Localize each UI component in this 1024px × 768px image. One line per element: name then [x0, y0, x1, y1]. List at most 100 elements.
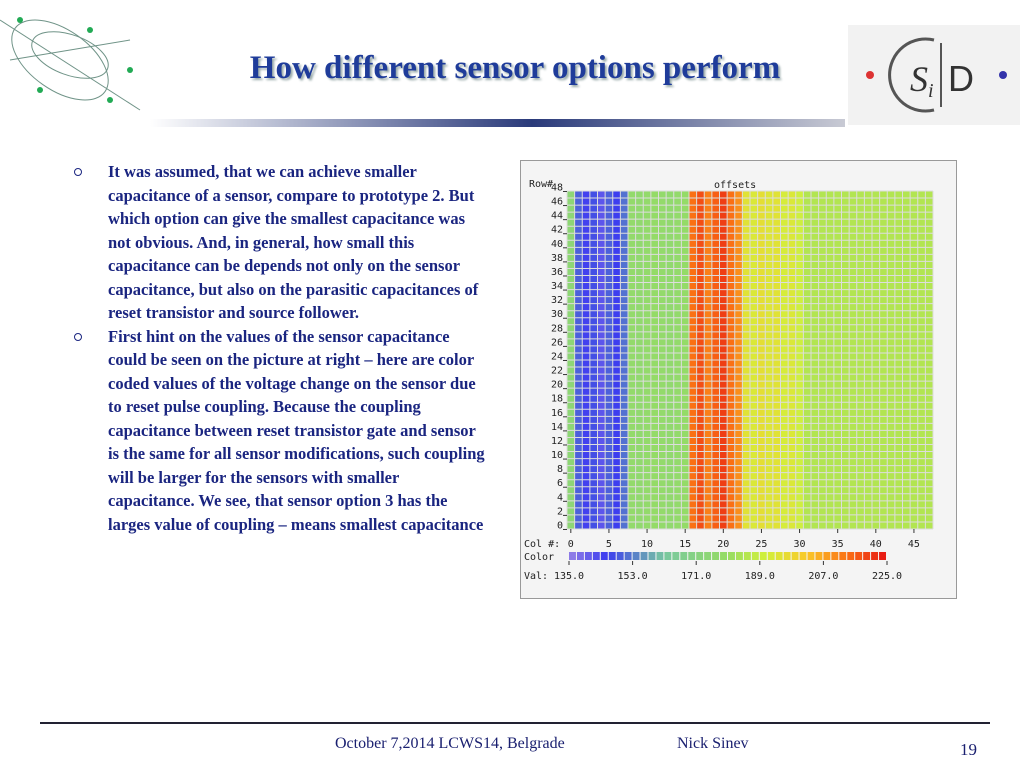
x-axis-label: Col #:: [524, 539, 560, 550]
colorbar-cell: [592, 552, 600, 560]
y-tick-label: 30: [551, 309, 563, 320]
color-tick-label: 135.0: [554, 571, 584, 582]
colorbar-cell: [696, 552, 704, 560]
page-number: 19: [960, 740, 977, 759]
slide-title: How different sensor options perform: [249, 50, 781, 86]
x-tick-label: 30: [794, 539, 806, 550]
colorbar-cell: [632, 552, 640, 560]
colorbar-cell: [616, 552, 624, 560]
color-tick-label: 207.0: [808, 571, 838, 582]
y-tick-label: 12: [551, 436, 563, 447]
decor: [0, 17, 141, 111]
x-tick-label: 5: [606, 539, 612, 550]
color-label: Color: [524, 552, 554, 563]
colorbar-cell: [576, 552, 584, 560]
colorbar-cell: [600, 552, 608, 560]
colorbar-cell: [712, 552, 720, 560]
colorbar-cell: [823, 552, 831, 560]
y-tick-label: 44: [551, 211, 563, 222]
colorbar-cell: [871, 552, 879, 560]
y-tick-label: 32: [551, 295, 563, 306]
logo-i: i: [928, 80, 934, 102]
y-tick-label: 34: [551, 281, 563, 292]
y-tick-label: 18: [551, 394, 563, 405]
y-tick-label: 14: [551, 422, 563, 433]
logo: S i D: [848, 25, 1020, 125]
colorbar-cell: [720, 552, 727, 560]
x-tick-label: 35: [832, 539, 844, 550]
bullet: First hint on the values of the sensor c…: [72, 325, 487, 537]
colorbar-cell: [743, 552, 751, 560]
colorbar-cell: [751, 552, 759, 560]
y-tick-label: 28: [551, 323, 563, 334]
colorbar-cell: [847, 552, 855, 560]
colorbar-cell: [648, 552, 656, 560]
logo-s: S: [910, 59, 928, 99]
y-tick-label: 48: [551, 182, 563, 193]
colorbar-cell: [624, 552, 632, 560]
colorbar-cell: [775, 552, 783, 560]
y-tick-label: 26: [551, 337, 563, 348]
colorbar-cell: [584, 552, 592, 560]
x-tick-label: 20: [717, 539, 729, 550]
colorbar-cell: [640, 552, 648, 560]
x-tick-label: 45: [908, 539, 920, 550]
colorbar-cell: [656, 552, 664, 560]
x-tick-label: 15: [679, 539, 691, 550]
heatmap: offsets Row# Col #: Color Val: 024681012…: [520, 160, 957, 599]
y-tick-label: 22: [551, 366, 563, 377]
x-tick-label: 0: [568, 539, 574, 550]
logo-d: D: [948, 58, 974, 99]
y-axis-label: Row#: [529, 179, 553, 190]
value-label: Val:: [524, 571, 548, 582]
colorbar-cell: [799, 552, 807, 560]
colorbar-cell: [672, 552, 680, 560]
colorbar-cell: [759, 552, 767, 560]
colorbar-cell: [783, 552, 791, 560]
y-tick-label: 38: [551, 253, 563, 264]
color-tick-label: 225.0: [872, 571, 902, 582]
bullet: It was assumed, that we can achieve smal…: [72, 160, 487, 325]
colorbar-cell: [728, 552, 735, 560]
colorbar-cell: [879, 552, 886, 560]
footer-event: October 7,2014 LCWS14, Belgrade: [335, 735, 565, 752]
y-tick-label: 4: [557, 492, 563, 503]
logo-graphic: S i D: [866, 37, 1007, 113]
bullet-list: It was assumed, that we can achieve smal…: [72, 160, 487, 536]
colorbar-cell: [863, 552, 871, 560]
color-tick-label: 171.0: [681, 571, 711, 582]
y-tick-label: 2: [557, 506, 563, 517]
colorbar-cell: [704, 552, 712, 560]
y-tick-label: 46: [551, 197, 563, 208]
x-tick-label: 25: [755, 539, 767, 550]
x-tick-label: 40: [870, 539, 882, 550]
y-tick-label: 20: [551, 380, 563, 391]
title-bar: [150, 119, 845, 127]
footer-author: Nick Sinev: [677, 735, 749, 752]
colorbar-cell: [688, 552, 696, 560]
colorbar-cell: [855, 552, 863, 560]
y-tick-label: 24: [551, 351, 563, 362]
color-tick-label: 189.0: [745, 571, 775, 582]
colorbar-cell: [735, 552, 743, 560]
y-tick-label: 6: [557, 478, 563, 489]
y-tick-label: 36: [551, 267, 563, 278]
colorbar-cell: [831, 552, 839, 560]
colorbar-cell: [767, 552, 775, 560]
footer-rule: [40, 722, 990, 724]
x-tick-label: 10: [641, 539, 653, 550]
color-tick-label: 153.0: [618, 571, 648, 582]
y-tick-label: 0: [557, 520, 563, 531]
y-tick-label: 10: [551, 450, 563, 461]
colorbar-cell: [815, 552, 823, 560]
y-tick-label: 42: [551, 225, 563, 236]
y-tick-label: 16: [551, 408, 563, 419]
y-tick-label: 8: [557, 464, 563, 475]
colorbar-cell: [839, 552, 847, 560]
colorbar-cell: [664, 552, 672, 560]
colorbar-cell: [608, 552, 616, 560]
colorbar-cell: [680, 552, 688, 560]
y-tick-label: 40: [551, 239, 563, 250]
colorbar-cell: [569, 552, 576, 560]
